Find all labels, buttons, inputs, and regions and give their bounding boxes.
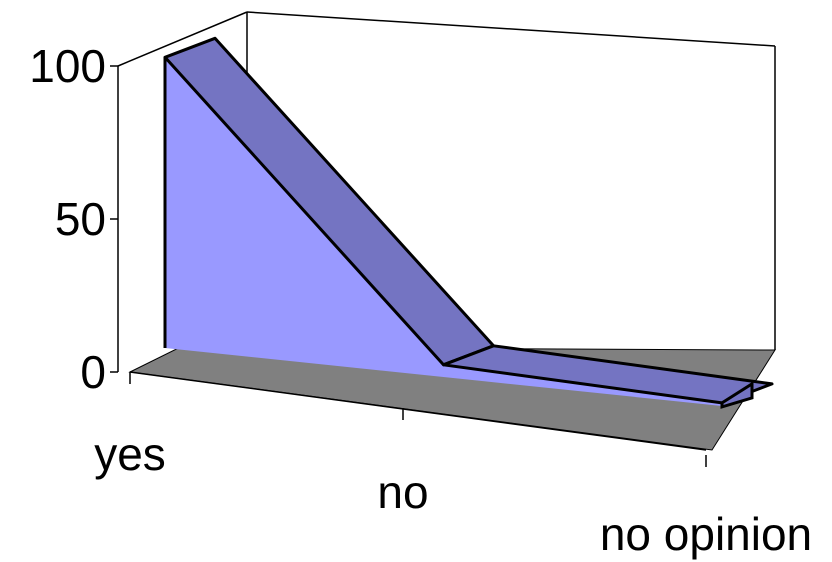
area-end-cap — [720, 381, 754, 409]
y-tick-label: 50 — [55, 193, 106, 245]
x-axis-line — [129, 371, 707, 451]
y-tick-label: 0 — [80, 346, 106, 398]
back-wall-top-edge — [246, 11, 776, 47]
x-tick-label: yes — [94, 428, 166, 480]
y-tick-label: 100 — [29, 40, 106, 92]
x-tick-label: no — [377, 466, 428, 518]
side-wall-top-edge — [117, 11, 248, 67]
x-tick-label: no opinion — [600, 508, 812, 560]
area-front-face — [165, 57, 722, 407]
area-top-segment — [442, 344, 774, 405]
